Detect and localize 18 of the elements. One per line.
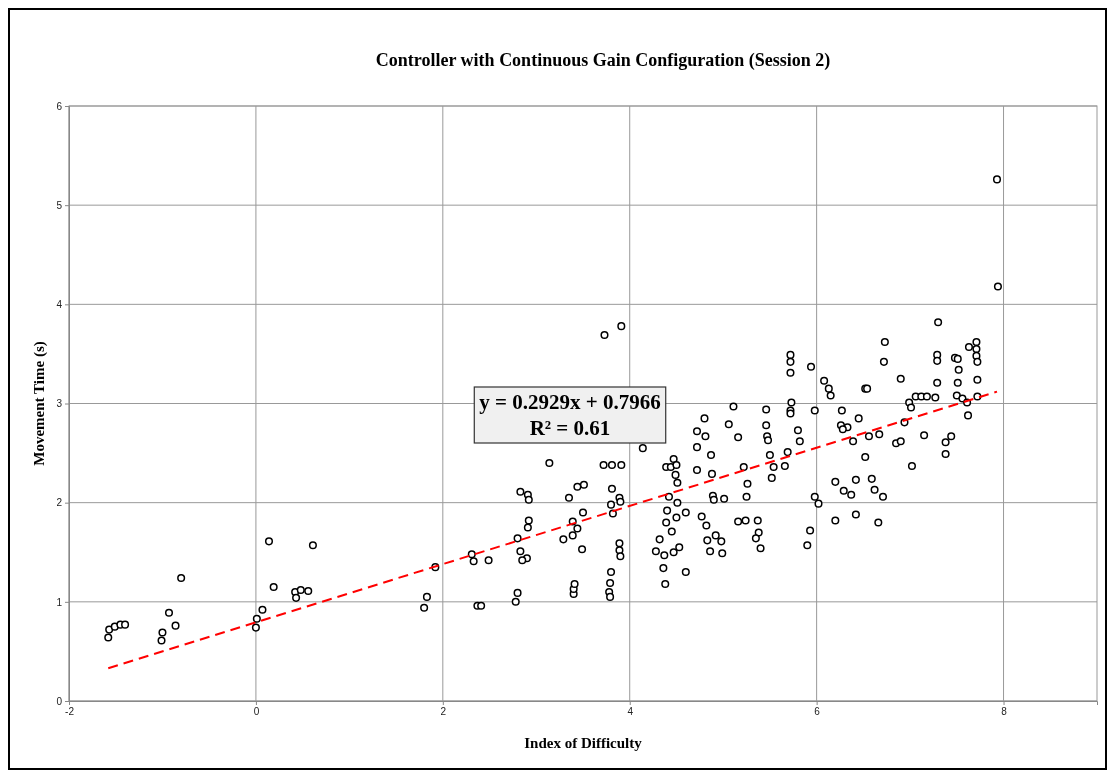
x-tick-label: 6 <box>814 706 821 718</box>
x-axis-title: Index of Difficulty <box>524 735 643 751</box>
annotation: R² = 0.61 <box>529 416 611 440</box>
annotation: y = 0.2929x + 0.7966 <box>479 390 661 414</box>
y-tick-label: 3 <box>56 398 63 410</box>
x-tick-label: 8 <box>1001 706 1008 718</box>
x-tick-label: 2 <box>440 706 447 718</box>
x-tick-label: -2 <box>65 706 75 718</box>
y-axis-title: Movement Time (s) <box>31 341 48 466</box>
x-tick-label: 0 <box>253 706 260 718</box>
chart-title: Controller with Continuous Gain Configuration (Session 2) <box>375 50 831 71</box>
y-tick-label: 0 <box>56 695 63 707</box>
y-tick-label: 2 <box>56 497 63 509</box>
y-tick-label: 6 <box>56 100 63 112</box>
y-tick-label: 4 <box>56 299 63 311</box>
y-tick-label: 5 <box>56 199 63 211</box>
x-tick-label: 4 <box>627 706 634 718</box>
y-tick-label: 1 <box>56 596 63 608</box>
